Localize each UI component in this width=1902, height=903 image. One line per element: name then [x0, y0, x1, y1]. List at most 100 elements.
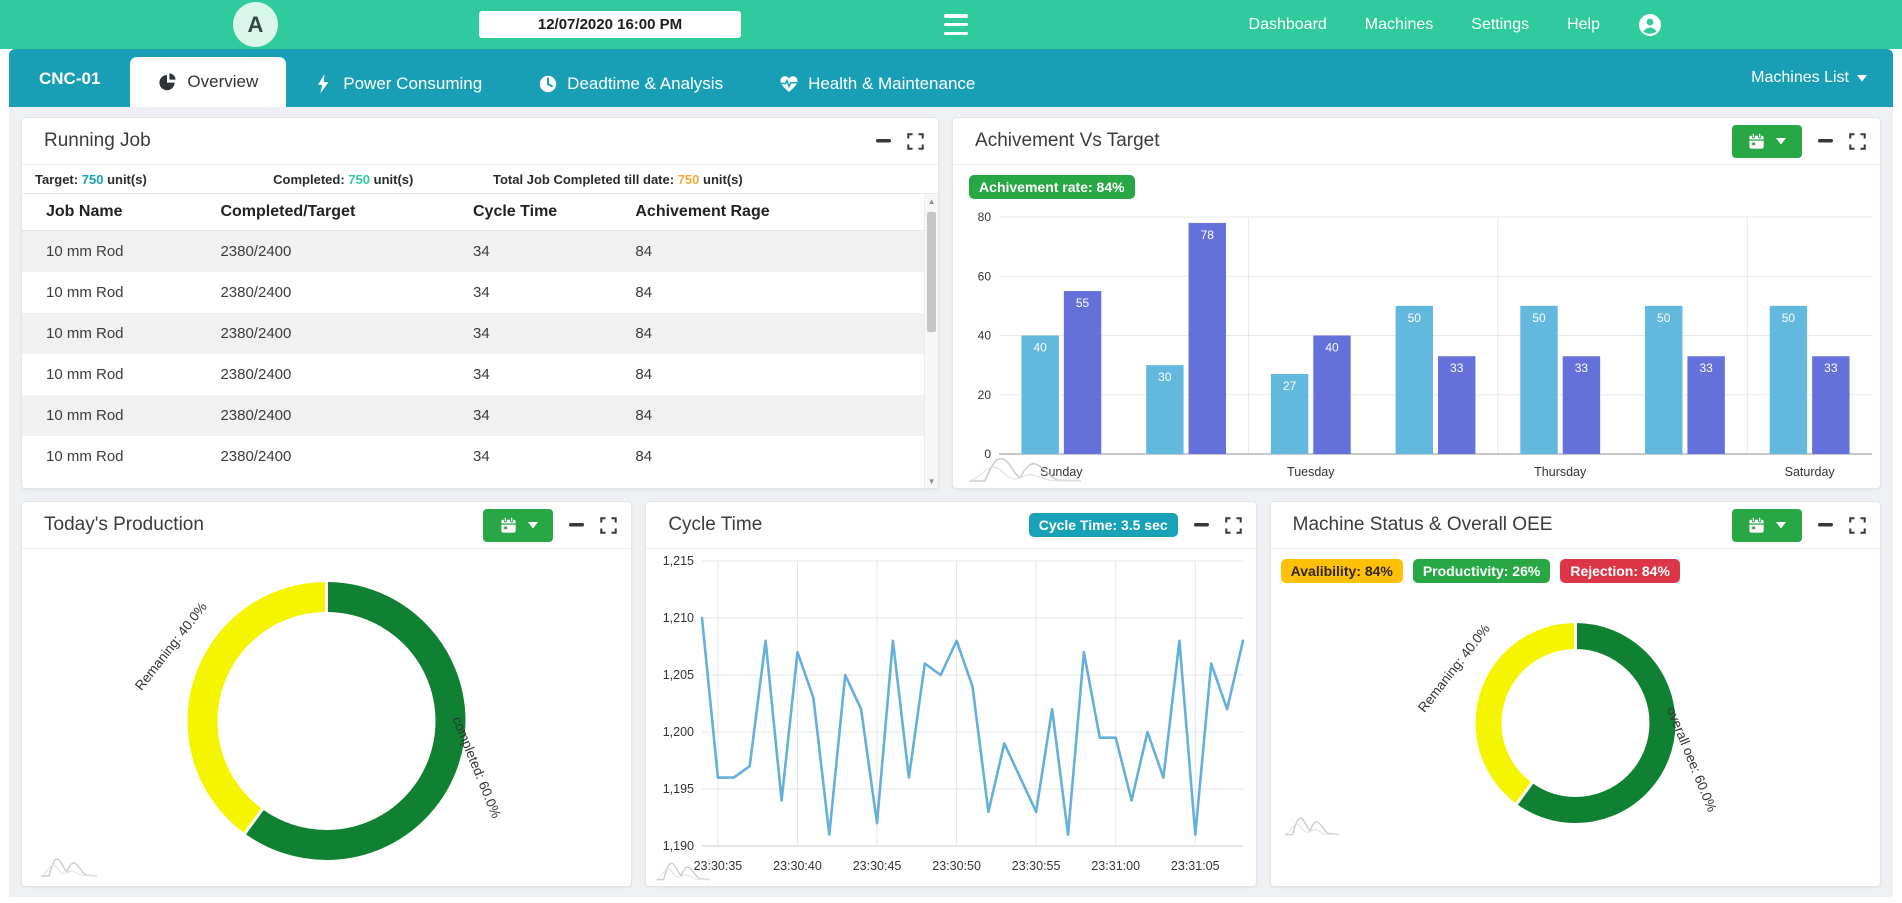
- svg-text:Saturday: Saturday: [1785, 465, 1836, 479]
- expand-button[interactable]: [1849, 132, 1866, 150]
- machine-status-oee-panel: Machine Status & Overall OEE: [1269, 501, 1881, 887]
- heart-pulse-icon: [780, 76, 798, 92]
- user-avatar-icon[interactable]: [1638, 13, 1662, 37]
- collapse-button[interactable]: [1817, 523, 1833, 527]
- calendar-dropdown-button[interactable]: [1731, 124, 1802, 158]
- scrollbar-thumb[interactable]: [927, 212, 937, 332]
- expand-button[interactable]: [1849, 516, 1866, 534]
- rejection-badge: Rejection: 84%: [1560, 559, 1680, 583]
- stat-target: Target: 750 unit(s): [35, 171, 147, 187]
- svg-text:33: 33: [1824, 361, 1838, 375]
- chevron-down-icon: [1776, 521, 1787, 528]
- expand-button[interactable]: [600, 516, 618, 534]
- svg-text:50: 50: [1782, 311, 1796, 325]
- scroll-up-arrow[interactable]: ▲: [927, 197, 936, 206]
- svg-text:1,190: 1,190: [663, 839, 694, 853]
- nav-settings[interactable]: Settings: [1471, 15, 1530, 33]
- table-cell: 2380/2400: [220, 366, 292, 383]
- calendar-dropdown-button[interactable]: [1731, 508, 1802, 542]
- tab-health-maintenance[interactable]: Health & Maintenance: [751, 61, 1003, 107]
- table-column-header: Cycle Time: [473, 194, 636, 231]
- minus-icon: [1817, 523, 1833, 527]
- availability-badge: Avalibility: 84%: [1280, 559, 1403, 583]
- tab-overview[interactable]: Overview: [130, 57, 287, 107]
- svg-text:50: 50: [1408, 311, 1422, 325]
- svg-text:Thursday: Thursday: [1534, 465, 1587, 479]
- svg-text:50: 50: [1532, 311, 1546, 325]
- svg-text:1,215: 1,215: [663, 554, 694, 568]
- svg-text:1,210: 1,210: [663, 611, 694, 625]
- stat-total-completed: Total Job Completed till date: 750 unit(…: [493, 171, 743, 187]
- hamburger-menu-icon[interactable]: [944, 14, 968, 35]
- svg-text:Tuesday: Tuesday: [1287, 465, 1335, 479]
- clock-icon: [539, 75, 557, 93]
- nav-help[interactable]: Help: [1567, 15, 1600, 33]
- scroll-down-arrow[interactable]: ▼: [927, 477, 936, 486]
- tab-label: Health & Maintenance: [808, 74, 976, 93]
- svg-text:23:30:35: 23:30:35: [694, 859, 743, 873]
- fullscreen-icon: [1224, 516, 1242, 534]
- table-cell: 10 mm Rod: [46, 407, 124, 424]
- expand-button[interactable]: [1224, 516, 1242, 534]
- svg-text:23:31:00: 23:31:00: [1092, 859, 1141, 873]
- expand-button[interactable]: [907, 132, 924, 150]
- collapse-button[interactable]: [1193, 523, 1209, 527]
- table-cell: 10 mm Rod: [46, 284, 124, 301]
- svg-text:33: 33: [1575, 361, 1589, 375]
- collapse-button[interactable]: [1817, 139, 1833, 143]
- svg-text:overall oee: 60.0%: overall oee: 60.0%: [1663, 705, 1719, 814]
- table-cell: 84: [635, 243, 653, 260]
- svg-text:1,200: 1,200: [663, 725, 694, 739]
- svg-text:23:30:45: 23:30:45: [853, 859, 902, 873]
- todays-production-panel: Today's Production: [21, 501, 633, 887]
- nav-machines[interactable]: Machines: [1364, 15, 1434, 33]
- panel-title: Today's Production: [44, 514, 204, 535]
- tab-label: Deadtime & Analysis: [567, 74, 724, 93]
- chart-navigator-icon: [968, 457, 1082, 482]
- lightning-icon: [318, 74, 329, 94]
- svg-text:40: 40: [1325, 341, 1339, 355]
- achievement-rate-badge: Achivement rate: 84%: [969, 175, 1135, 199]
- calendar-dropdown-button[interactable]: [483, 508, 554, 542]
- tab-power-consuming[interactable]: Power Consuming: [286, 61, 510, 107]
- table-row: 10 mm Rod 2380/2400 34 84: [22, 313, 925, 354]
- minus-icon: [1193, 523, 1209, 527]
- table-column-header: Completed/Target: [220, 194, 473, 231]
- svg-text:40: 40: [978, 329, 992, 343]
- app-logo[interactable]: A: [233, 2, 278, 47]
- table-cell: 10 mm Rod: [46, 366, 124, 383]
- machines-list-dropdown[interactable]: Machines List: [1751, 49, 1867, 107]
- collapse-button[interactable]: [876, 139, 892, 143]
- chart-navigator-icon: [1284, 817, 1339, 836]
- minus-icon: [569, 523, 585, 527]
- fullscreen-icon: [600, 516, 618, 534]
- svg-text:40: 40: [1034, 341, 1048, 355]
- table-cell: 10 mm Rod: [46, 243, 124, 260]
- table-cell: 10 mm Rod: [46, 448, 124, 465]
- minus-icon: [876, 139, 892, 143]
- running-jobs-table: Job Name Completed/Target Cycle Time Achive…: [22, 194, 925, 477]
- svg-text:1,195: 1,195: [663, 782, 694, 796]
- calendar-icon: [1749, 132, 1765, 149]
- nav-dashboard[interactable]: Dashboard: [1248, 15, 1327, 33]
- calendar-icon: [1749, 516, 1765, 533]
- machine-id-label: CNC-01: [39, 69, 101, 88]
- job-stats-row: Target: 750 unit(s) Completed: 750 unit(…: [22, 165, 939, 194]
- collapse-button[interactable]: [569, 523, 585, 527]
- achievement-bar-chart: 0 20 40 60 80 40 55 Sunday 30 78 27 40 Tuesday 50 33 50…: [953, 165, 1880, 488]
- table-cell: 84: [635, 325, 653, 342]
- table-scrollbar[interactable]: ▲ ▼: [924, 194, 939, 488]
- oee-badges-row: Avalibility: 84% Productivity: 26% Rejec…: [1271, 549, 1880, 583]
- datetime-button[interactable]: 12/07/2020 16:00 PM: [479, 11, 741, 38]
- table-cell: 2380/2400: [220, 407, 292, 424]
- achievement-vs-target-panel: Achivement Vs Target: [952, 117, 1881, 489]
- table-row: 10 mm Rod 2380/2400 34 84: [22, 395, 925, 436]
- tab-deadtime-analysis[interactable]: Deadtime & Analysis: [510, 61, 751, 107]
- machine-tab-bar: CNC-01 Overview Power Consuming Deadtime…: [9, 49, 1893, 107]
- top-bar: A 12/07/2020 16:00 PM Dashboard Machines…: [0, 0, 1902, 49]
- table-cell: 84: [635, 448, 653, 465]
- cycle-time-line-chart: 1,190 1,195 1,200 1,205 1,210 1,215 23:30:35 23…: [646, 549, 1255, 886]
- svg-text:55: 55: [1076, 296, 1090, 310]
- svg-text:0: 0: [984, 447, 991, 461]
- svg-text:23:31:05: 23:31:05: [1171, 859, 1220, 873]
